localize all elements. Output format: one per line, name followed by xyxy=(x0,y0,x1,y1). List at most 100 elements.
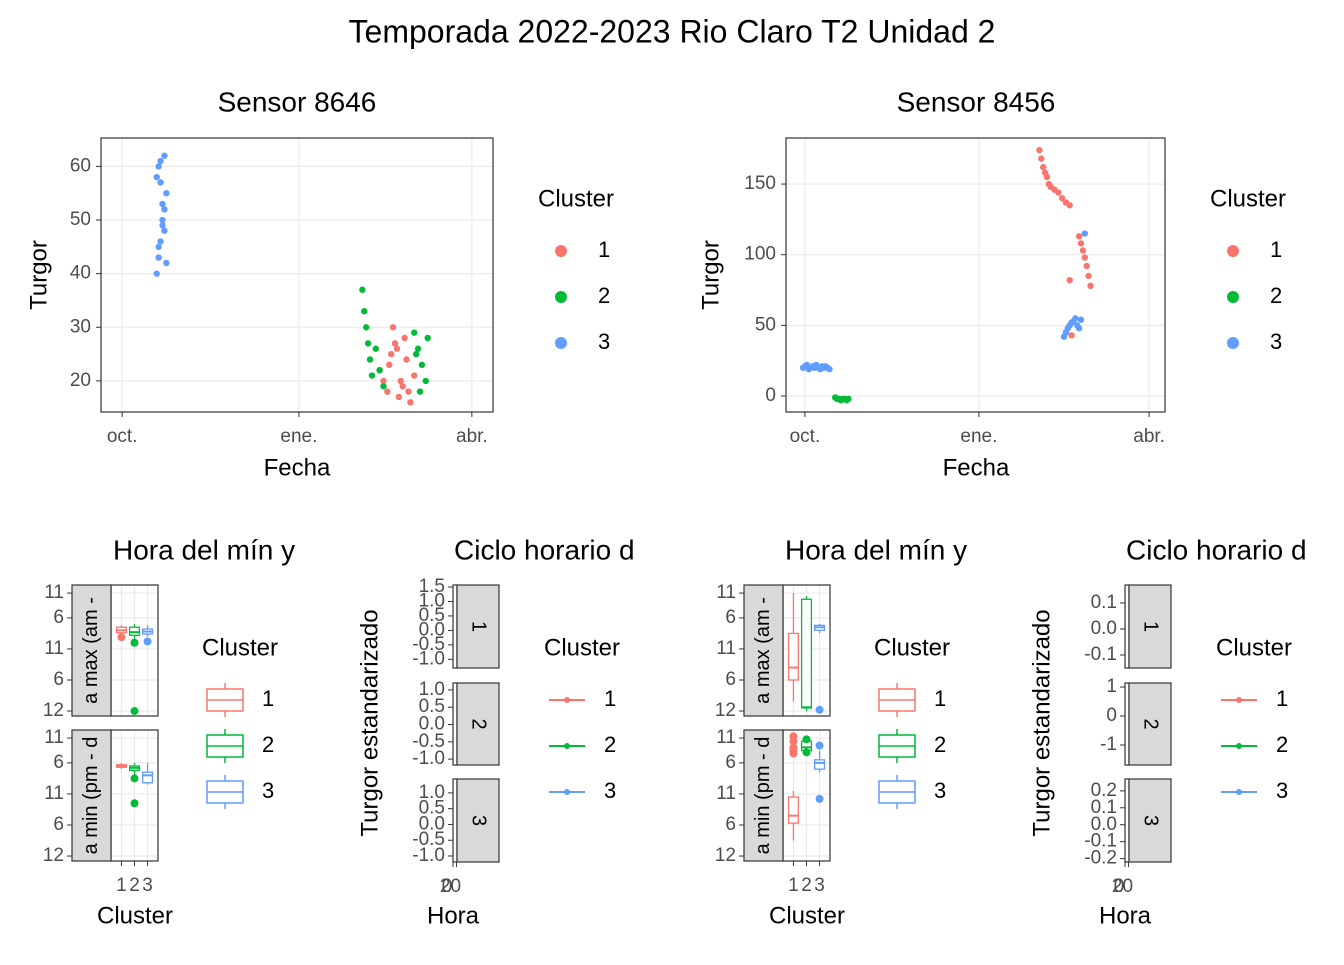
point xyxy=(387,350,395,358)
legend-key xyxy=(555,291,567,303)
y-tick-label: 12 xyxy=(715,845,736,866)
y-tick-label: 6 xyxy=(725,607,736,628)
y-tick-label: 0 xyxy=(765,385,776,406)
y-axis-label: Turgor xyxy=(25,240,52,310)
legend-key xyxy=(555,245,567,257)
y-tick-label: -0.1 xyxy=(1084,831,1117,852)
facet-label: 2 xyxy=(468,718,490,729)
y-tick-label: 0.1 xyxy=(1091,797,1117,818)
y-tick-label: 0 xyxy=(1106,705,1117,726)
y-tick-label: 50 xyxy=(70,209,91,230)
chart-title: Sensor 8456 xyxy=(897,86,1056,117)
box xyxy=(814,759,826,770)
facet-label: 1 xyxy=(468,621,490,632)
legend-title: Cluster xyxy=(1210,185,1286,212)
point xyxy=(161,206,168,213)
y-tick-label: 0.0 xyxy=(419,619,445,640)
x-axis-label: Hora xyxy=(1099,902,1152,929)
point xyxy=(153,270,160,277)
legend-key xyxy=(1227,337,1239,349)
y-tick-label: -0.2 xyxy=(1084,848,1117,869)
legend-title: Cluster xyxy=(202,634,278,661)
figure-title: Temporada 2022-2023 Rio Claro T2 Unidad … xyxy=(349,13,996,49)
point xyxy=(157,157,164,165)
point xyxy=(397,377,404,385)
point xyxy=(1079,247,1087,254)
y-tick-label: 1.0 xyxy=(419,782,445,803)
legend-key xyxy=(1236,697,1242,703)
y-tick-label: 11 xyxy=(44,638,64,659)
point xyxy=(391,340,399,347)
legend-title: Cluster xyxy=(544,634,620,661)
facet-strip xyxy=(71,729,112,862)
legend-label: 1 xyxy=(262,686,274,711)
point xyxy=(159,216,166,224)
facet-strip xyxy=(1128,584,1172,669)
facet-label: a max (am - xyxy=(80,597,102,704)
point xyxy=(407,399,414,406)
x-tick-label: abr. xyxy=(1133,426,1165,447)
point xyxy=(163,190,170,197)
facet-label: 2 xyxy=(1140,718,1162,729)
legend-label: 2 xyxy=(1276,732,1288,757)
facet-strip xyxy=(1128,682,1172,766)
outlier xyxy=(789,737,798,746)
point xyxy=(411,372,418,379)
legend-title: Cluster xyxy=(538,185,614,212)
x-tick-label: oct. xyxy=(107,426,138,447)
point xyxy=(826,365,833,373)
y-tick-label: -0.5 xyxy=(412,829,445,850)
legend-key xyxy=(1236,789,1242,795)
y-axis-label: Turgor xyxy=(697,240,724,310)
y-tick-label: 11 xyxy=(716,727,736,748)
legend-label: 2 xyxy=(1270,283,1282,308)
legend-label: 3 xyxy=(934,778,946,803)
y-tick-label: 11 xyxy=(44,582,64,603)
point xyxy=(418,361,426,369)
y-tick-label: -0.5 xyxy=(412,731,445,752)
y-tick-label: 1.0 xyxy=(419,590,445,611)
point xyxy=(422,377,429,385)
point xyxy=(1077,316,1085,323)
chart-title: Ciclo horario d xyxy=(454,534,635,565)
point xyxy=(1085,272,1092,280)
legend-label: 1 xyxy=(604,686,616,711)
facet-label: a max (am - xyxy=(752,597,774,704)
point xyxy=(411,329,418,336)
outlier xyxy=(815,741,824,750)
outlier xyxy=(130,799,139,808)
point xyxy=(1036,146,1043,154)
point xyxy=(155,163,162,170)
outlier xyxy=(130,774,139,783)
legend-key xyxy=(1236,743,1242,749)
y-tick-label: 0.5 xyxy=(419,696,445,717)
legend-label: 3 xyxy=(1270,329,1282,354)
point xyxy=(1038,155,1045,162)
x-tick-label: oct. xyxy=(790,426,821,447)
y-tick-label: 6 xyxy=(725,669,736,690)
y-tick-label: 12 xyxy=(43,700,64,721)
point xyxy=(424,334,431,342)
facet-label: 3 xyxy=(468,815,490,826)
legend-label: 3 xyxy=(604,778,616,803)
point xyxy=(1083,262,1090,270)
chart-title: Sensor 8646 xyxy=(218,86,377,117)
facet-strip xyxy=(71,584,112,717)
outlier xyxy=(802,748,811,757)
point xyxy=(1075,233,1083,240)
panel xyxy=(453,585,457,668)
point xyxy=(159,222,166,229)
legend-label: 2 xyxy=(604,732,616,757)
legend-label: 3 xyxy=(598,329,610,354)
chart-title: Hora del mín y xyxy=(113,534,295,565)
x-tick-label: 1 xyxy=(788,875,799,896)
y-axis-label: Turgor estandarizado xyxy=(1028,609,1055,836)
legend-label: 1 xyxy=(598,237,610,262)
point xyxy=(157,179,164,186)
point xyxy=(359,286,366,293)
point xyxy=(403,356,410,363)
x-tick-label: 0 xyxy=(1114,876,1125,897)
chart-title: Hora del mín y xyxy=(785,534,967,565)
x-tick-label: 3 xyxy=(814,875,825,896)
point xyxy=(416,388,424,395)
